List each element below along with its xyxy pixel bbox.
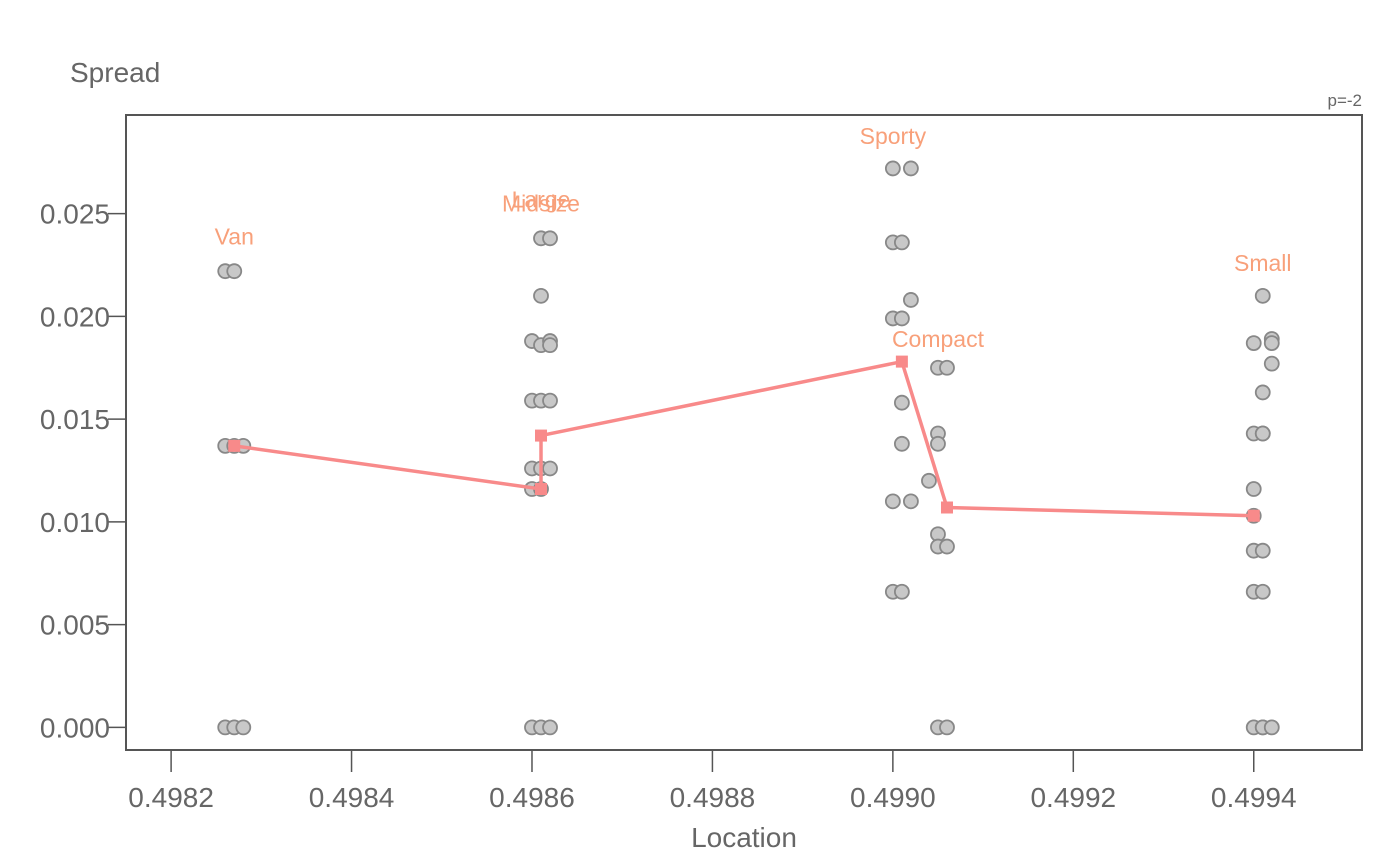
- y-axis-label: Spread: [70, 57, 161, 88]
- x-tick-label: 0.4986: [489, 782, 575, 813]
- y-tick-label: 0.010: [40, 507, 110, 538]
- data-point: [1245, 335, 1262, 352]
- data-point: [533, 287, 549, 304]
- data-point: [1254, 425, 1271, 442]
- data-point: [903, 292, 919, 308]
- y-tick-label: 0.025: [40, 199, 110, 230]
- points-layer: [217, 160, 1280, 736]
- data-point: [226, 263, 243, 280]
- line-marker: [535, 429, 548, 442]
- data-point: [939, 359, 955, 376]
- data-point: [542, 460, 558, 477]
- data-point: [1254, 287, 1271, 304]
- x-tick-label: 0.4992: [1030, 782, 1116, 813]
- line-marker: [228, 439, 241, 452]
- data-point: [542, 337, 558, 354]
- data-point: [921, 472, 937, 489]
- group-label: Compact: [892, 326, 985, 352]
- line-marker: [1247, 509, 1260, 522]
- data-point: [884, 160, 901, 177]
- group-label: Van: [215, 223, 254, 249]
- y-tick-label: 0.005: [40, 610, 110, 641]
- y-tick-label: 0.015: [40, 404, 110, 435]
- data-point: [542, 719, 558, 736]
- x-tick-label: 0.4990: [850, 782, 936, 813]
- p-annotation: p=-2: [1327, 91, 1363, 110]
- y-tick-label: 0.000: [40, 712, 110, 743]
- data-point: [893, 310, 910, 327]
- axis-ticks: 0.4982 0.4984 0.4986 0.4988 0.4990 0.4992 0.49…: [40, 199, 1297, 813]
- data-point: [1245, 481, 1262, 497]
- line-marker: [535, 483, 548, 496]
- group-label: Small: [1234, 250, 1292, 276]
- line-marker: [895, 355, 908, 368]
- data-point: [1263, 335, 1280, 352]
- x-tick-label: 0.4988: [670, 782, 756, 813]
- data-point: [903, 160, 919, 177]
- x-tick-label: 0.4994: [1211, 782, 1297, 813]
- data-point: [1254, 583, 1271, 600]
- data-point: [884, 493, 901, 510]
- data-point: [1263, 719, 1280, 736]
- data-point: [930, 435, 946, 452]
- data-point: [893, 394, 910, 411]
- x-axis-label: Location: [691, 822, 797, 853]
- data-point: [903, 493, 919, 510]
- plot-frame: [125, 114, 1363, 751]
- data-point: [235, 719, 252, 736]
- series-line: [234, 359, 1254, 518]
- line-marker: [940, 501, 953, 514]
- data-point: [939, 719, 955, 736]
- data-point: [1254, 384, 1271, 401]
- data-point: [1254, 542, 1271, 559]
- data-point: [542, 230, 558, 247]
- data-point: [542, 392, 558, 409]
- data-point: [1263, 355, 1280, 372]
- group-label: Sporty: [860, 123, 927, 149]
- x-tick-label: 0.4984: [309, 782, 395, 813]
- data-point: [893, 234, 910, 251]
- data-point: [893, 435, 910, 452]
- group-label: Large: [512, 186, 571, 212]
- y-tick-label: 0.020: [40, 301, 110, 332]
- data-point: [893, 583, 910, 600]
- data-point: [939, 538, 955, 555]
- x-tick-label: 0.4982: [128, 782, 214, 813]
- line-layer: [228, 355, 1260, 522]
- group-label: Midsize: [502, 191, 580, 217]
